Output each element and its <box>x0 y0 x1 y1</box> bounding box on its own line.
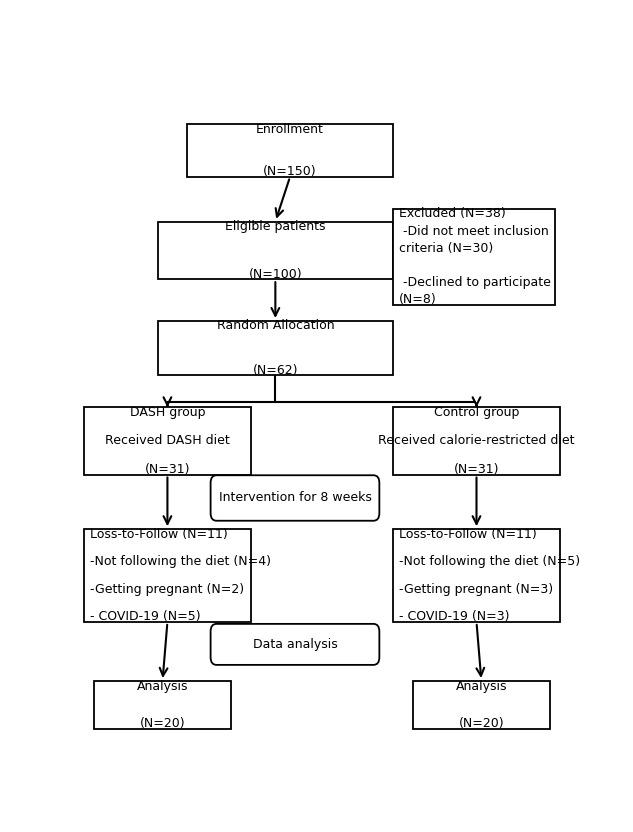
Bar <box>158 221 393 280</box>
Text: DASH group: DASH group <box>130 406 205 419</box>
Text: (N=31): (N=31) <box>454 463 499 476</box>
Bar <box>413 681 550 729</box>
Text: (N=20): (N=20) <box>140 717 185 730</box>
Bar <box>393 408 560 474</box>
Text: -Not following the diet (N=5): -Not following the diet (N=5) <box>399 555 580 568</box>
Text: Loss-to-Follow (N=11): Loss-to-Follow (N=11) <box>90 527 228 541</box>
Bar <box>94 681 231 729</box>
FancyBboxPatch shape <box>211 624 379 665</box>
Text: criteria (N=30): criteria (N=30) <box>399 242 493 255</box>
Text: (N=8): (N=8) <box>399 293 437 306</box>
Text: - COVID-19 (N=5): - COVID-19 (N=5) <box>90 611 201 623</box>
Bar <box>393 529 560 622</box>
Text: Analysis: Analysis <box>137 680 188 692</box>
Text: (N=150): (N=150) <box>263 165 317 178</box>
FancyBboxPatch shape <box>211 475 379 521</box>
Text: (N=62): (N=62) <box>253 364 298 377</box>
Text: Loss-to-Follow (N=11): Loss-to-Follow (N=11) <box>399 527 537 541</box>
Text: -Declined to participate: -Declined to participate <box>399 276 551 289</box>
Bar <box>187 124 393 176</box>
Text: -Getting pregnant (N=2): -Getting pregnant (N=2) <box>90 582 244 596</box>
Text: Excluded (N=38): Excluded (N=38) <box>399 207 506 220</box>
Text: Received calorie-restricted diet: Received calorie-restricted diet <box>379 434 575 448</box>
Text: (N=100): (N=100) <box>249 268 302 280</box>
Bar <box>84 529 251 622</box>
Text: (N=20): (N=20) <box>458 717 505 730</box>
Text: Received DASH diet: Received DASH diet <box>105 434 230 448</box>
Text: -Getting pregnant (N=3): -Getting pregnant (N=3) <box>399 582 553 596</box>
Text: Analysis: Analysis <box>456 680 507 692</box>
Text: Data analysis: Data analysis <box>253 638 337 651</box>
Text: Random Allocation: Random Allocation <box>216 319 334 333</box>
Bar <box>84 408 251 474</box>
Text: Eligible patients: Eligible patients <box>225 220 325 233</box>
Bar <box>393 209 555 305</box>
Text: Control group: Control group <box>434 406 519 419</box>
Bar <box>158 321 393 375</box>
Text: (N=31): (N=31) <box>145 463 190 476</box>
Text: Enrollment: Enrollment <box>256 123 324 136</box>
Text: -Not following the diet (N=4): -Not following the diet (N=4) <box>90 555 271 568</box>
Text: - COVID-19 (N=3): - COVID-19 (N=3) <box>399 611 510 623</box>
Text: -Did not meet inclusion: -Did not meet inclusion <box>399 225 549 238</box>
Text: Intervention for 8 weeks: Intervention for 8 weeks <box>218 492 372 504</box>
